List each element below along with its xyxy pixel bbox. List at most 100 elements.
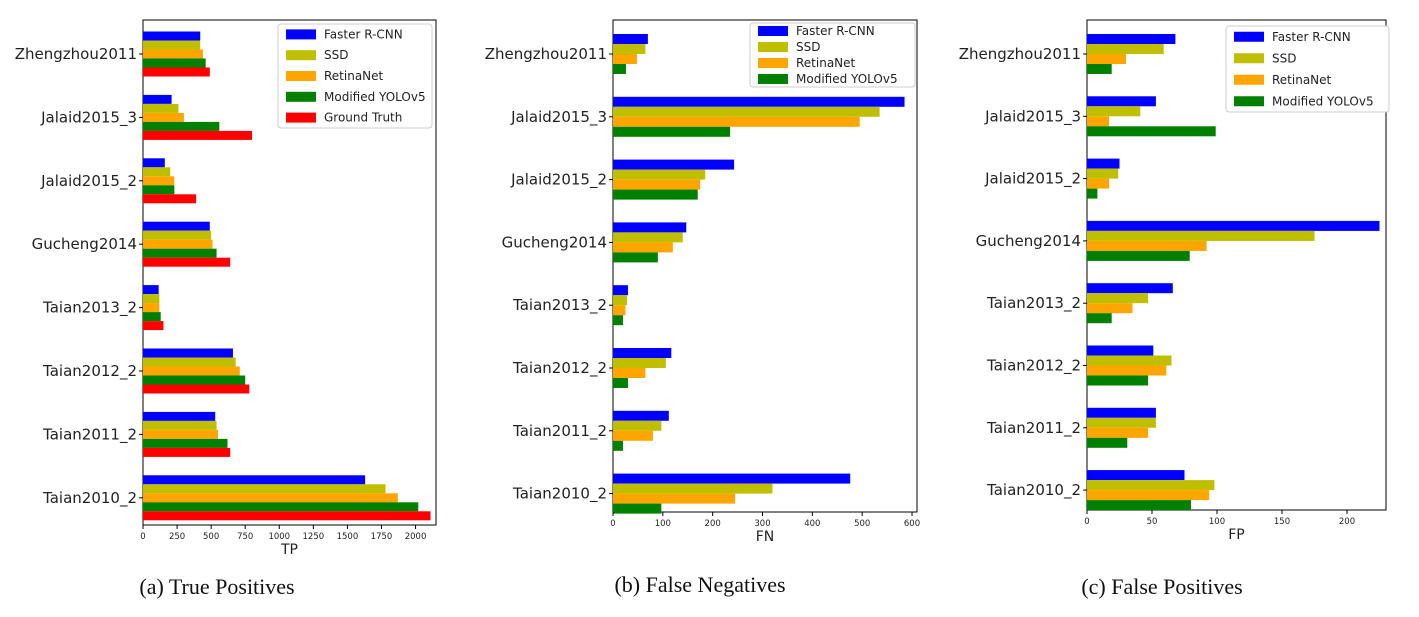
bar bbox=[1087, 64, 1112, 74]
bar bbox=[143, 185, 175, 195]
bar bbox=[143, 348, 233, 358]
bar bbox=[143, 511, 431, 521]
x-tick-label: 0 bbox=[1084, 517, 1089, 527]
bar bbox=[613, 34, 648, 44]
bar bbox=[1087, 375, 1149, 386]
chart-2: Zhengzhou2011 Jalaid2015_3 Jalaid2015_2 Guc… bbox=[959, 19, 1390, 599]
bar bbox=[1087, 345, 1154, 356]
category-label: Zhengzhou2011 bbox=[959, 45, 1081, 63]
legend-label: Faster R-CNN bbox=[1272, 30, 1351, 44]
legend-swatch bbox=[1234, 31, 1264, 42]
bar bbox=[143, 103, 179, 113]
bar bbox=[613, 378, 628, 388]
x-tick-label: 0 bbox=[610, 519, 615, 529]
bar bbox=[613, 315, 623, 326]
bar bbox=[143, 130, 253, 140]
legend-label: Faster R-CNN bbox=[796, 24, 875, 38]
bar bbox=[143, 429, 218, 439]
bar bbox=[613, 410, 669, 421]
category-label: Jalaid2015_2 bbox=[984, 170, 1081, 189]
bar bbox=[1087, 126, 1216, 137]
plot-frame bbox=[1086, 19, 1387, 511]
bar bbox=[1087, 303, 1133, 314]
bar bbox=[613, 358, 666, 368]
bar bbox=[143, 257, 231, 267]
x-tick-label: 50 bbox=[1147, 517, 1158, 527]
bar bbox=[613, 159, 735, 170]
legend-label: RetinaNet bbox=[796, 56, 856, 70]
x-tick-label: 750 bbox=[237, 532, 253, 542]
bar bbox=[143, 303, 160, 313]
bar bbox=[143, 49, 203, 59]
bar bbox=[613, 473, 851, 484]
category-label: Taian2012_2 bbox=[42, 362, 137, 381]
bar bbox=[613, 493, 736, 504]
bar bbox=[143, 484, 386, 494]
bar bbox=[1087, 116, 1110, 127]
legend-label: Modified YOLOv5 bbox=[324, 90, 426, 104]
bar bbox=[143, 321, 164, 331]
bar bbox=[1087, 250, 1190, 261]
chart-caption: (b) False Negatives bbox=[614, 572, 785, 597]
legend-label: RetinaNet bbox=[1272, 73, 1332, 87]
category-label: Taian2011_2 bbox=[512, 422, 607, 441]
bar bbox=[613, 222, 687, 233]
legend-swatch bbox=[286, 50, 316, 61]
legend-box bbox=[277, 23, 433, 129]
bar bbox=[143, 357, 236, 367]
bar bbox=[1087, 283, 1173, 294]
bar bbox=[613, 305, 626, 316]
bar bbox=[1087, 313, 1112, 324]
bar bbox=[143, 312, 161, 322]
bar bbox=[613, 252, 658, 263]
bar bbox=[143, 420, 217, 430]
legend-swatch bbox=[286, 91, 316, 102]
legend-label: SSD bbox=[1272, 51, 1296, 65]
legend-label: Ground Truth bbox=[324, 111, 402, 125]
category-label: Gucheng2014 bbox=[976, 232, 1081, 250]
category-label: Taian2011_2 bbox=[42, 425, 137, 444]
bar bbox=[1087, 500, 1191, 511]
bar bbox=[143, 248, 217, 258]
category-label: Zhengzhou2011 bbox=[15, 45, 137, 63]
bar bbox=[1087, 470, 1185, 481]
legend-swatch bbox=[758, 74, 788, 84]
bar bbox=[143, 438, 228, 448]
bar bbox=[613, 179, 701, 190]
legend-label: Faster R-CNN bbox=[324, 27, 403, 41]
bar bbox=[143, 230, 212, 240]
x-tick-label: 250 bbox=[169, 532, 185, 542]
x-tick-label: 1750 bbox=[371, 532, 393, 542]
bar bbox=[1087, 417, 1156, 428]
legend-label: SSD bbox=[796, 40, 820, 54]
bar bbox=[613, 285, 628, 296]
bar bbox=[613, 430, 653, 441]
bar bbox=[1087, 240, 1207, 251]
x-tick-label: 300 bbox=[754, 519, 770, 529]
x-tick-label: 0 bbox=[140, 532, 145, 542]
x-axis-label: FN bbox=[756, 529, 775, 545]
category-label: Taian2013_2 bbox=[42, 299, 137, 318]
category-label: Gucheng2014 bbox=[502, 233, 607, 251]
category-label: Taian2010_2 bbox=[512, 485, 607, 504]
bar bbox=[1087, 96, 1156, 107]
legend-swatch bbox=[1234, 96, 1264, 107]
legend-label: Modified YOLOv5 bbox=[1272, 94, 1374, 108]
category-label: Taian2012_2 bbox=[512, 359, 607, 378]
bar bbox=[1087, 230, 1315, 241]
legend-label: SSD bbox=[324, 48, 348, 62]
bar bbox=[143, 447, 231, 457]
category-label: Gucheng2014 bbox=[32, 235, 137, 253]
legend-swatch bbox=[758, 42, 788, 52]
bar bbox=[613, 106, 880, 117]
bar bbox=[613, 169, 706, 180]
x-tick-label: 500 bbox=[203, 532, 219, 542]
category-label: Taian2013_2 bbox=[986, 294, 1081, 313]
chart-0: Zhengzhou2011 Jalaid2015_3 Jalaid2015_2 Guc… bbox=[15, 19, 437, 599]
x-tick-label: 600 bbox=[904, 519, 920, 529]
bar bbox=[143, 58, 206, 68]
category-label: Jalaid2015_2 bbox=[40, 172, 137, 191]
bar bbox=[613, 503, 662, 514]
bar bbox=[1087, 437, 1128, 448]
bar bbox=[613, 54, 637, 64]
